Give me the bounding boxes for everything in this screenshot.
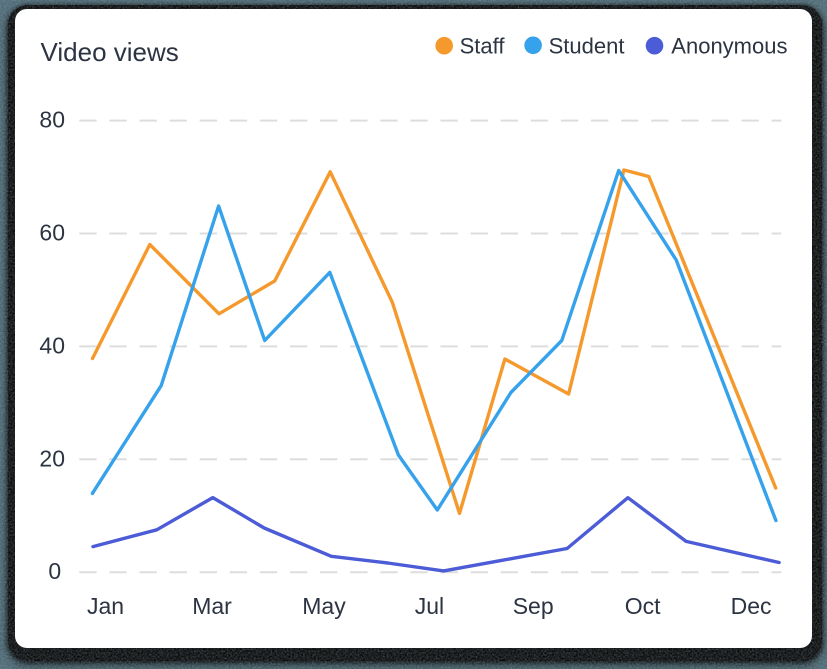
svg-text:Jan: Jan [87,593,124,619]
svg-text:60: 60 [39,220,65,246]
svg-text:May: May [302,593,346,619]
svg-text:Mar: Mar [192,593,232,619]
svg-text:Video views: Video views [41,37,179,67]
svg-text:0: 0 [48,558,61,584]
svg-text:Student: Student [549,34,625,59]
svg-text:80: 80 [39,107,65,133]
svg-text:Jul: Jul [415,593,444,619]
svg-text:40: 40 [39,332,65,358]
svg-text:Dec: Dec [731,593,772,619]
svg-text:Staff: Staff [460,34,506,59]
svg-text:Oct: Oct [625,593,661,619]
svg-text:Sep: Sep [513,593,554,619]
svg-text:Anonymous: Anonymous [671,34,787,59]
svg-text:20: 20 [39,445,65,471]
